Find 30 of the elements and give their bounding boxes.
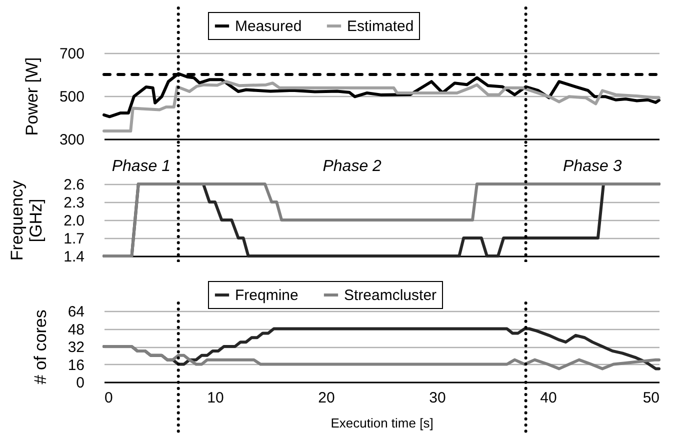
y-tick-label: 16 (68, 356, 84, 374)
y-axis-title: Frequency [GHz] (8, 180, 46, 261)
y-tick-label: 2.6 (64, 176, 84, 194)
x-axis-title: Execution time [s] (330, 416, 434, 430)
legend-label: Measured (235, 18, 302, 35)
y-tick-label: 700 (59, 46, 84, 62)
x-tick-label: 20 (318, 390, 335, 406)
y-tick-label: 500 (59, 88, 84, 106)
y-tick-label: 48 (68, 321, 84, 338)
y-tick-label: 0 (76, 374, 84, 392)
y-tick-label: 64 (68, 304, 84, 320)
y-axis-title: # of cores (30, 310, 50, 384)
y-tick-label: 1.4 (64, 248, 84, 266)
x-tick-label: 40 (540, 390, 557, 406)
legend-label: Estimated (347, 18, 414, 35)
x-tick-label: 30 (429, 390, 446, 406)
legend-label: Freqmine (235, 287, 298, 304)
x-tick-label: 50 (642, 390, 660, 406)
y-tick-label: 32 (68, 339, 84, 356)
legend-label: Streamcluster (344, 287, 437, 304)
x-tick-label: 0 (104, 390, 113, 406)
y-tick-label: 300 (59, 132, 84, 148)
y-tick-label: 2.3 (64, 194, 84, 212)
x-tick-label: 10 (207, 390, 224, 406)
text: Phase 3 (563, 158, 622, 175)
text: Phase 1 (112, 158, 171, 175)
y-tick-label: 1.7 (64, 230, 84, 248)
text: Phase 2 (322, 158, 382, 175)
y-axis-title: Power [W] (22, 57, 42, 136)
y-tick-label: 2.0 (64, 212, 84, 230)
